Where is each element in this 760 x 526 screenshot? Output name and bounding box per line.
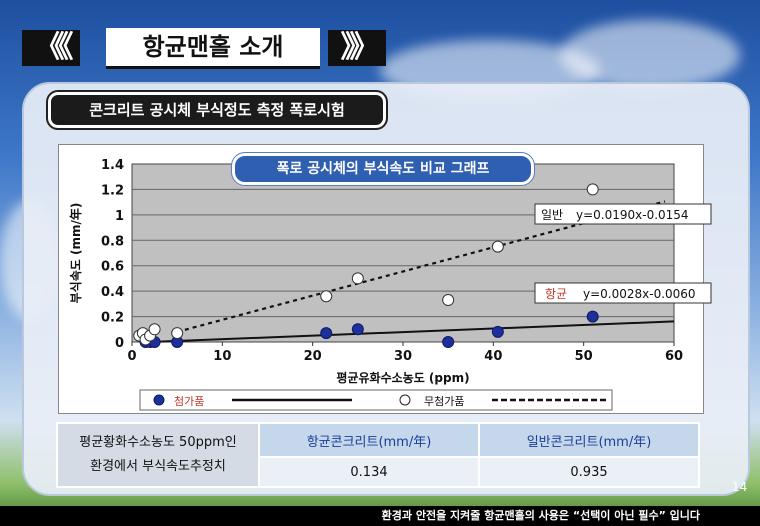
value-general: 0.935 xyxy=(478,456,700,488)
col-header-antibacterial: 항균콘크리트(mm/年) xyxy=(258,422,480,458)
row-header-line-2: 환경에서 부식속도추정치 xyxy=(90,459,226,474)
value-antibacterial: 0.134 xyxy=(258,456,480,488)
page-number: 14 xyxy=(732,480,748,494)
left-double-chevron-icon: 《《 xyxy=(22,30,80,66)
graph-title: 폭로 공시체의 부식속도 비교 그래프 xyxy=(231,152,535,186)
col-header-general: 일반콘크리트(mm/年) xyxy=(478,422,700,458)
footer-slogan: 환경과 안전을 지켜줄 항균맨홀의 사용은 “선택이 아닌 필수” 입니다 xyxy=(0,506,760,526)
slide-title: 항균맨홀 소개 xyxy=(106,28,320,69)
slide-title-bar: 《《 항균맨홀 소개 》》 xyxy=(20,22,386,74)
row-header-line-1: 평균황화수소농도 50ppm인 xyxy=(79,435,237,450)
estimate-table: 평균황화수소농도 50ppm인 환경에서 부식속도추정치 항균콘크리트(mm/年… xyxy=(56,422,700,488)
table-row-header: 평균황화수소농도 50ppm인 환경에서 부식속도추정치 xyxy=(56,422,260,488)
background-cloud xyxy=(560,20,740,90)
section-subtitle: 콘크리트 공시체 부식정도 측정 폭로시험 xyxy=(46,90,388,130)
right-double-chevron-icon: 》》 xyxy=(328,30,386,66)
